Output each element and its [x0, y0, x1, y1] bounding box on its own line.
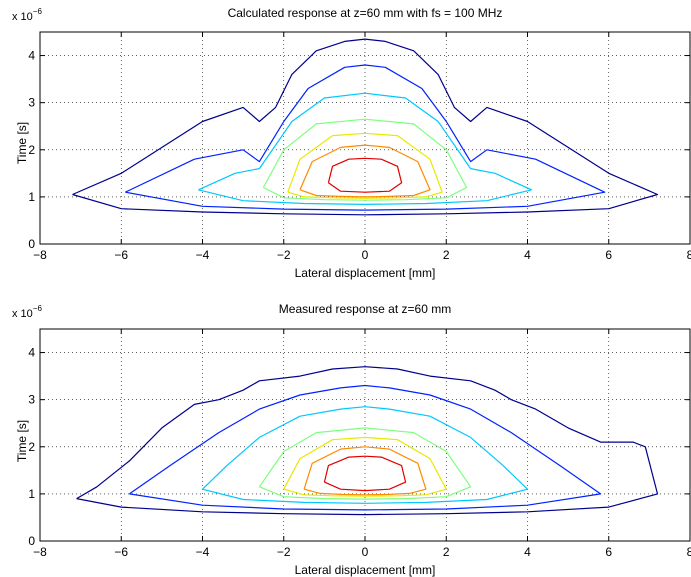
- bottom-x-tick-label: 6: [605, 545, 612, 559]
- top-x-tick-label: 6: [605, 248, 612, 262]
- bottom-y-tick-label: 1: [28, 487, 35, 501]
- top-x-tick-label: 8: [687, 248, 691, 262]
- bottom-x-tick-label: −8: [33, 545, 47, 559]
- top-contour-level-6: [299, 144, 431, 198]
- bottom-contour-level-2: [129, 384, 602, 511]
- top-y-tick-label: 4: [28, 49, 35, 63]
- bottom-contour-level-6: [303, 446, 427, 496]
- bottom-contour-level-1: [76, 366, 659, 516]
- top-x-tick-label: 0: [362, 248, 369, 262]
- bottom-y-tick-label: 2: [28, 440, 35, 454]
- top-x-tick-label: 2: [443, 248, 450, 262]
- bottom-contour-level-3: [202, 406, 529, 504]
- top-contour-level-1: [72, 38, 659, 216]
- bottom-y-exponent-label: x 10−6: [12, 304, 42, 320]
- top-x-tick-label: −8: [33, 248, 47, 262]
- bottom-x-tick-label: −2: [277, 545, 291, 559]
- top-contour-level-5: [287, 132, 443, 199]
- bottom-x-tick-label: 2: [443, 545, 450, 559]
- bottom-y-axis-label: Time [s]: [15, 420, 29, 462]
- top-contour-level-2: [125, 64, 606, 211]
- top-contour-level-4: [262, 118, 468, 201]
- top-contour-level-3: [198, 92, 533, 205]
- top-x-tick-label: 4: [524, 248, 531, 262]
- top-x-tick-label: −2: [277, 248, 291, 262]
- bottom-x-tick-label: 4: [524, 545, 531, 559]
- top-y-axis-label: Time [s]: [15, 122, 29, 164]
- top-x-tick-label: −4: [196, 248, 210, 262]
- top-y-tick-label: 1: [28, 190, 35, 204]
- bottom-y-tick-label: 0: [28, 534, 35, 548]
- top-x-axis-label: Lateral displacement [mm]: [295, 266, 436, 280]
- bottom-contour-panel: Measured response at z=60 mm x 10−6 Time…: [12, 302, 691, 577]
- bottom-y-tick-label: 4: [28, 346, 35, 360]
- top-contour-panel: Calculated response at z=60 mm with fs =…: [12, 6, 691, 280]
- bottom-x-tick-label: 8: [687, 545, 691, 559]
- top-y-tick-label: 2: [28, 143, 35, 157]
- top-y-exponent-label: x 10−6: [12, 7, 42, 23]
- bottom-x-tick-label: 0: [362, 545, 369, 559]
- bottom-x-tick-label: −4: [196, 545, 210, 559]
- bottom-y-tick-label: 3: [28, 393, 35, 407]
- top-plot-title: Calculated response at z=60 mm with fs =…: [228, 6, 503, 20]
- top-contour-level-7: [327, 157, 403, 193]
- top-y-tick-label: 3: [28, 96, 35, 110]
- bottom-x-tick-label: −6: [114, 545, 128, 559]
- top-x-tick-label: −6: [114, 248, 128, 262]
- bottom-plot-title: Measured response at z=60 mm: [279, 302, 451, 316]
- bottom-contour-level-4: [258, 427, 472, 500]
- bottom-x-axis-label: Lateral displacement [mm]: [295, 563, 436, 577]
- bottom-contour-level-5: [283, 436, 447, 497]
- bottom-contour-level-7: [323, 455, 407, 492]
- top-y-tick-label: 0: [28, 237, 35, 251]
